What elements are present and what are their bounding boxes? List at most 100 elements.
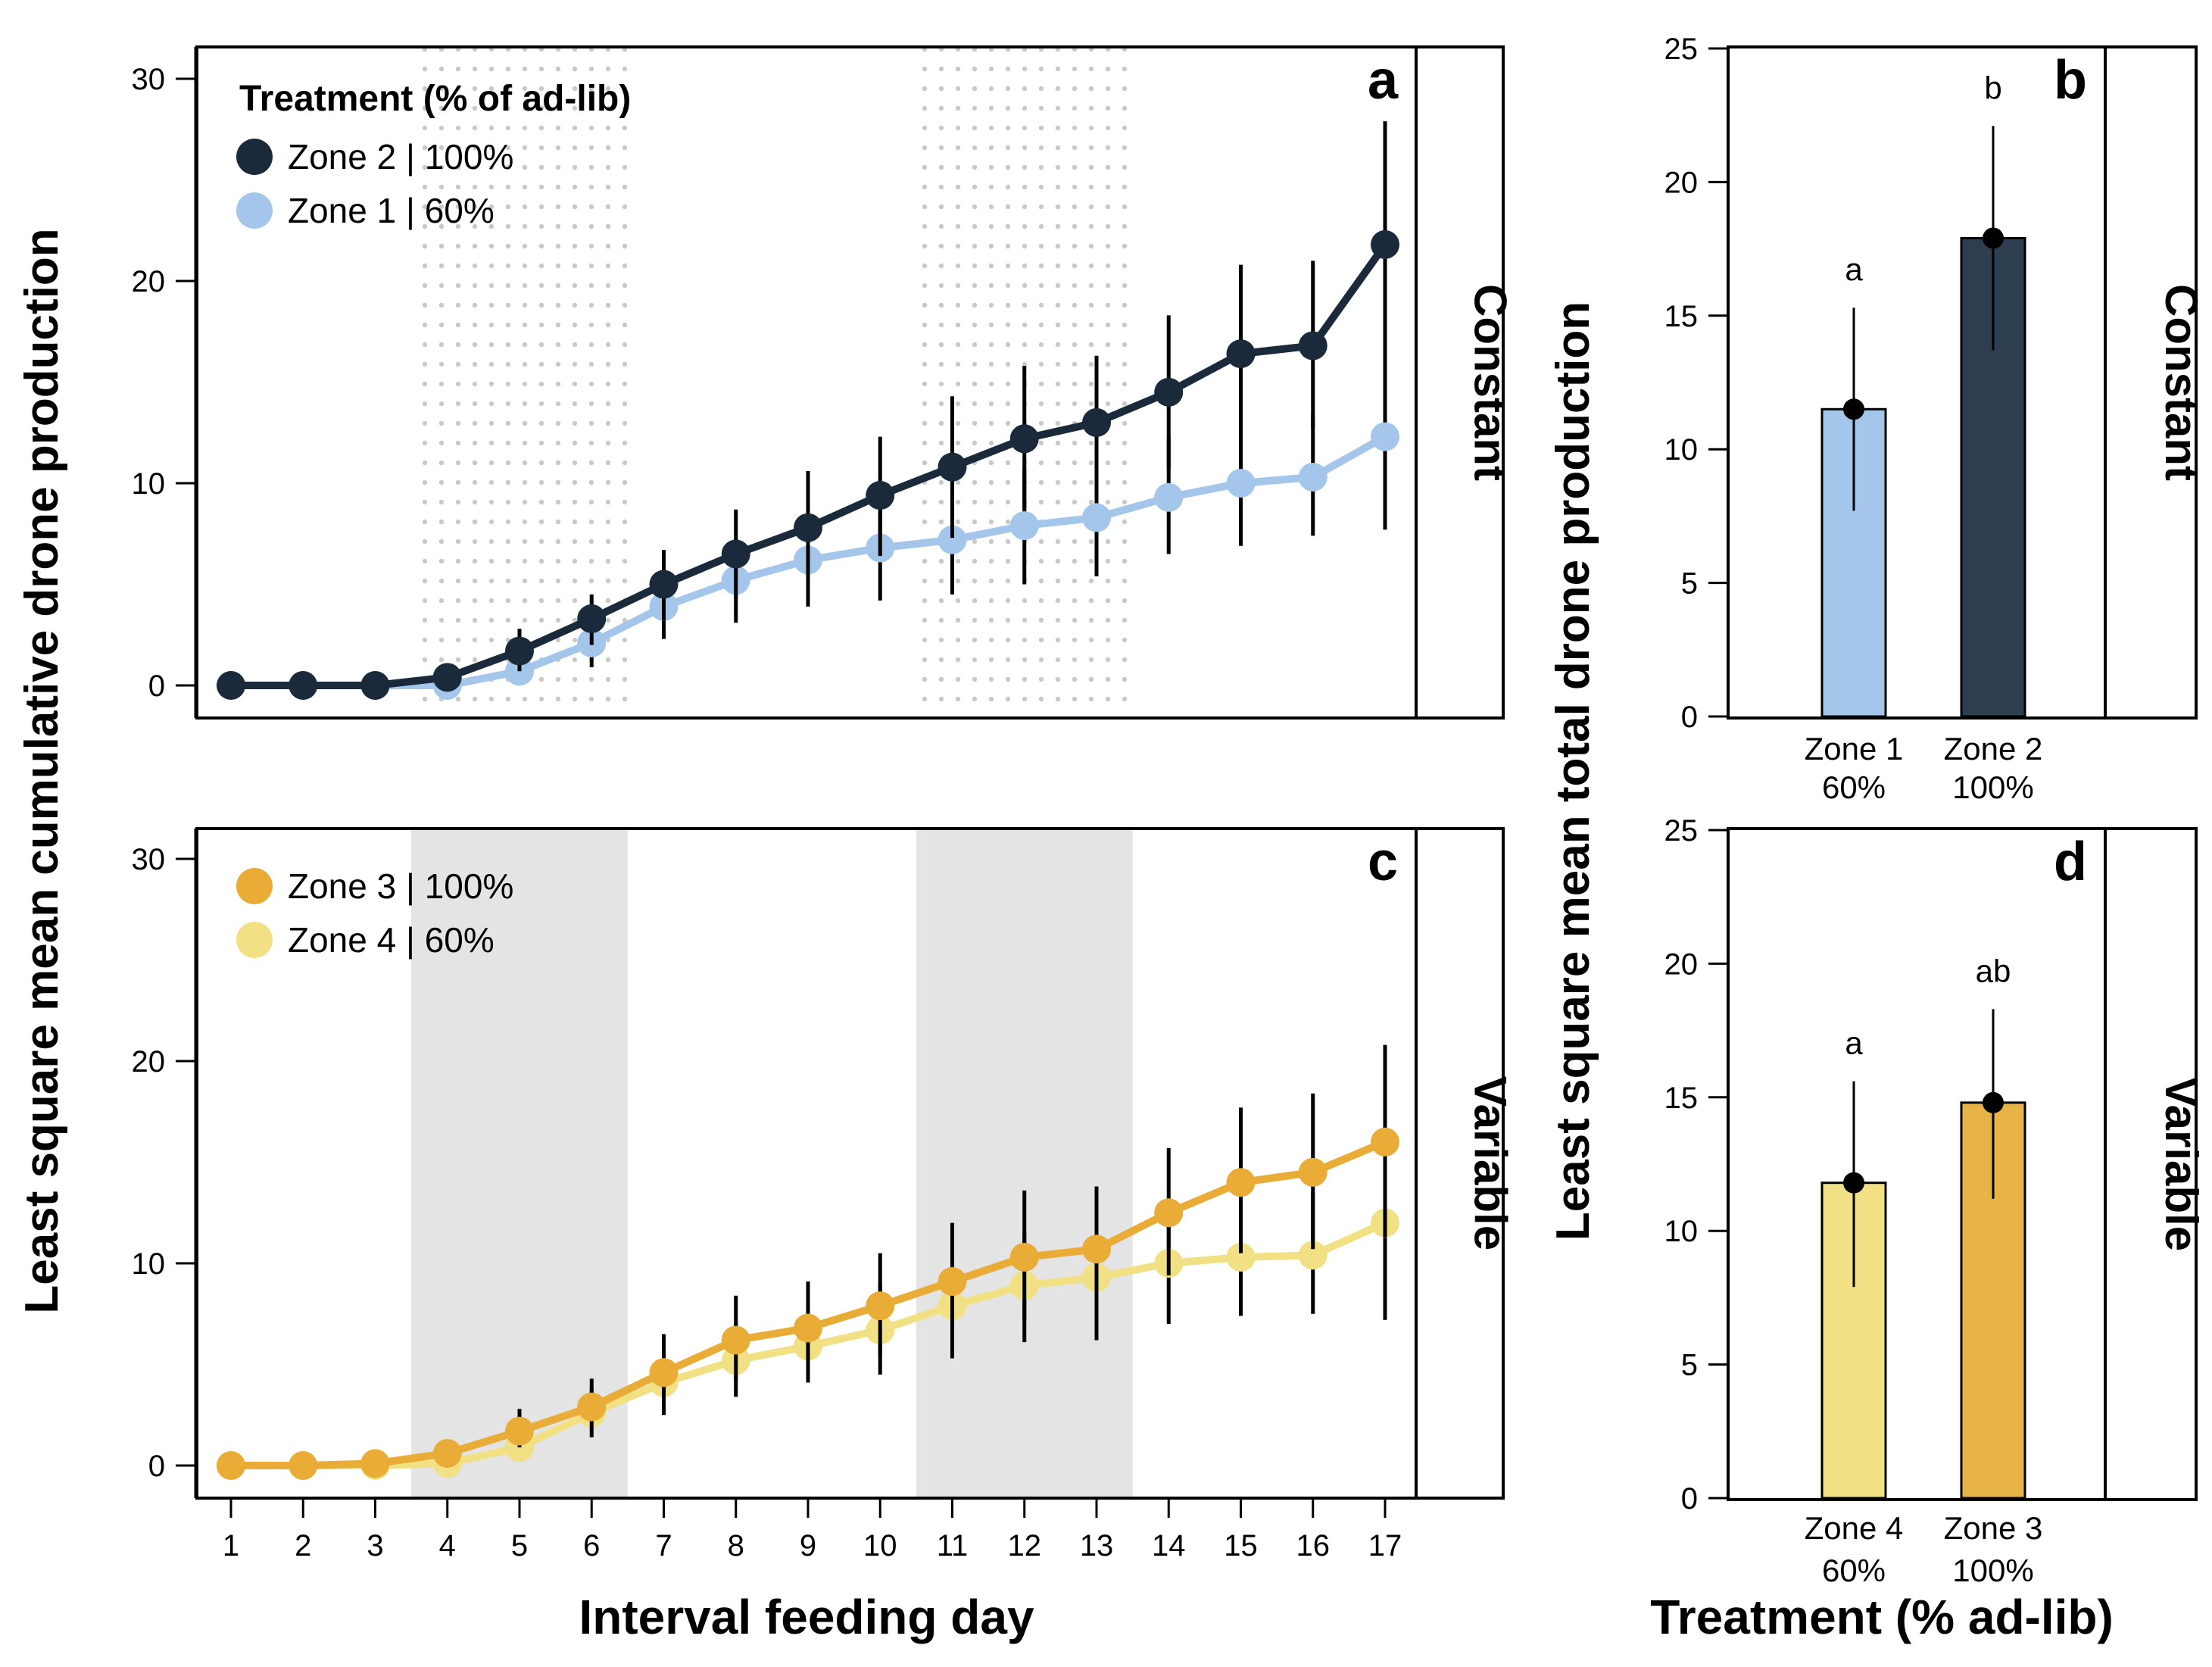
x-tick-label: 13: [1080, 1529, 1114, 1562]
significance-letter: a: [1845, 1025, 1863, 1061]
right-y-axis-label: Least square mean total drone production: [1547, 301, 1599, 1241]
data-point: [217, 671, 245, 700]
left-x-axis-label: Interval feeding day: [579, 1590, 1034, 1644]
y-tick-label: 20: [1664, 166, 1699, 199]
x-tick-label-zone: Zone 1: [1805, 731, 1904, 766]
plot-frame: [1727, 827, 2198, 1501]
significance-letter: b: [1984, 70, 2001, 105]
y-tick-label: 25: [1664, 814, 1699, 848]
panel-letter: d: [2054, 832, 2087, 892]
data-point: [866, 481, 895, 510]
data-point: [1226, 1168, 1256, 1197]
data-point: [505, 636, 534, 666]
panel-b-bar-chart: Constant b 0 5 10 15 20 25 a Zone 1 60% b Zone 2 100%: [1664, 33, 2207, 805]
data-point: [938, 1267, 967, 1297]
data-point: [1298, 462, 1328, 492]
x-tick-label: 2: [295, 1529, 311, 1562]
y-tick-label: 0: [1681, 1482, 1698, 1516]
data-point: [1298, 331, 1328, 361]
data-point: [649, 1358, 679, 1388]
data-point: [1009, 1242, 1039, 1272]
data-point: [577, 1392, 607, 1422]
data-point: [1226, 1242, 1256, 1272]
y-tick-label: 0: [1681, 701, 1698, 734]
facet-strip-label: Constant: [2156, 284, 2207, 481]
x-tick-label: 16: [1296, 1529, 1331, 1562]
data-point: [1298, 1241, 1328, 1270]
x-tick-label: 1: [223, 1529, 239, 1562]
data-point: [1154, 482, 1184, 512]
legend-entry: Zone 2 | 100%: [288, 137, 513, 176]
x-tick-label: 5: [511, 1529, 528, 1562]
legend-entry: Zone 3 | 100%: [288, 866, 513, 906]
data-point: [1371, 229, 1399, 259]
x-tick-label: 6: [583, 1529, 600, 1562]
y-tick-label: 5: [1681, 567, 1698, 601]
x-tick-label-zone: Zone 3: [1944, 1510, 2043, 1546]
legend-swatch: [236, 868, 273, 904]
data-point: [1226, 339, 1256, 369]
x-tick-label: 4: [439, 1529, 456, 1562]
x-tick-label: 11: [937, 1529, 969, 1562]
mean-point: [1843, 1172, 1864, 1194]
right-x-axis-label: Treatment (% ad-lib): [1650, 1590, 2114, 1644]
data-point: [505, 1416, 534, 1446]
mean-point: [1983, 1091, 2004, 1113]
y-tick-label: 30: [132, 63, 166, 96]
y-tick-label: 20: [1664, 947, 1699, 981]
data-point: [289, 671, 318, 700]
data-point: [217, 1451, 245, 1480]
x-tick-label: 7: [655, 1529, 672, 1562]
data-point: [1154, 1198, 1184, 1228]
legend-swatch: [236, 192, 273, 229]
data-point: [794, 1313, 822, 1343]
x-tick-label: 15: [1224, 1529, 1258, 1562]
data-point: [360, 1449, 390, 1478]
data-point: [360, 671, 390, 700]
x-tick-label-percent: 100%: [1952, 770, 2033, 805]
series-line: [231, 242, 1389, 689]
data-point: [432, 663, 462, 692]
facet-strip-label: Variable: [2156, 1077, 2207, 1251]
legend-swatch: [236, 922, 273, 958]
plot-frame: [1727, 45, 2198, 720]
data-point: [938, 525, 967, 554]
y-tick-label: 20: [132, 1045, 166, 1079]
mean-point: [1843, 398, 1864, 420]
x-tick-label-percent: 60%: [1822, 1553, 1886, 1588]
data-point: [866, 1291, 895, 1321]
legend-swatch: [236, 139, 273, 175]
shaded-interval-2: [916, 829, 1133, 1498]
facet-strip-label: Constant: [1465, 284, 1516, 481]
data-point: [794, 513, 822, 542]
series-1: [217, 121, 1399, 700]
significance-letter: a: [1845, 251, 1863, 287]
x-tick-label: 8: [728, 1529, 744, 1562]
facet-strip-label: Variable: [1465, 1076, 1516, 1250]
legend-title: Treatment (% of ad-lib): [239, 79, 631, 119]
x-tick-label: 3: [367, 1529, 383, 1562]
panel-a-line-chart: Constant a 0 10 20 30 Treatment (% of ad-lib) Z…: [132, 45, 1516, 720]
data-point: [1009, 424, 1039, 454]
y-tick-label: 10: [132, 467, 166, 501]
data-point: [1298, 1157, 1328, 1187]
y-tick-label: 0: [148, 670, 165, 703]
x-tick-label-percent: 100%: [1952, 1553, 2033, 1588]
data-point: [1371, 422, 1399, 451]
x-tick-label: 9: [800, 1529, 816, 1562]
x-tick-label: 14: [1152, 1529, 1186, 1562]
y-tick-label: 15: [1664, 1082, 1699, 1115]
data-point: [649, 570, 679, 599]
y-tick-label: 30: [132, 843, 166, 876]
y-tick-label: 25: [1664, 33, 1699, 66]
legend-entry: Zone 4 | 60%: [288, 920, 495, 960]
legend-entry: Zone 1 | 60%: [288, 191, 495, 230]
panel-letter: c: [1368, 832, 1398, 892]
data-point: [1082, 407, 1111, 437]
x-tick-label-zone: Zone 2: [1944, 731, 2043, 766]
panel-letter: a: [1368, 50, 1399, 111]
x-tick-label-zone: Zone 4: [1805, 1510, 1904, 1546]
x-tick-label-percent: 60%: [1822, 770, 1886, 805]
